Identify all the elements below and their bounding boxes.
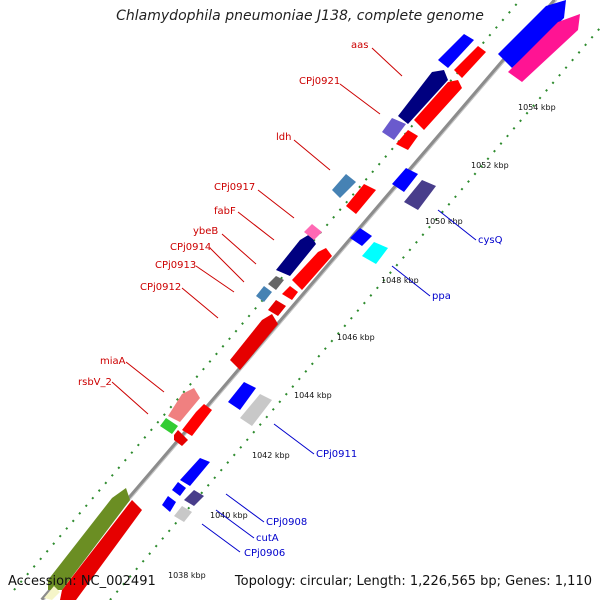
top-strand-genes — [44, 34, 486, 600]
gene-label: ldh — [276, 132, 291, 143]
gene-shape — [180, 458, 210, 486]
gene-shape — [508, 14, 580, 82]
gene-shape — [268, 300, 286, 316]
gene-label: cutA — [256, 533, 279, 544]
gene-shape — [396, 130, 418, 150]
gene-label: CPj0914 — [170, 242, 211, 253]
bottom-strand-genes — [162, 0, 580, 522]
gene-shape — [332, 174, 356, 198]
gene-shape — [276, 234, 316, 276]
gene-shape — [174, 430, 188, 446]
tick-label: 1044 kbp — [294, 391, 332, 400]
gene-shape — [162, 496, 176, 512]
gene-shape — [304, 224, 322, 240]
gene-label: rsbV_2 — [78, 377, 112, 388]
gene-shape — [256, 286, 272, 302]
gene-shape — [182, 404, 212, 436]
top-gene-labels: aas CPj0921 ldh CPj0917 fabF ybeB CPj091… — [78, 40, 368, 388]
gene-shape — [48, 488, 130, 590]
tick-labels: 1038 kbp 1040 kbp 1042 kbp 1044 kbp 1046… — [168, 103, 556, 580]
map-title: Chlamydophila pneumoniae J138, complete … — [116, 8, 484, 24]
tick-label: 1048 kbp — [381, 276, 419, 285]
gene-shape — [172, 482, 186, 496]
gene-shape — [438, 34, 474, 68]
bottom-gene-labels: cysQ ppa CPj0911 CPj0908 cutA CPj0906 — [244, 235, 503, 559]
gene-label: CPj0906 — [244, 548, 285, 559]
gene-shape — [454, 46, 486, 78]
tick-label: 1054 kbp — [518, 103, 556, 112]
tick-label: 1050 kbp — [425, 217, 463, 226]
gene-shape — [392, 168, 418, 192]
gene-shape — [60, 500, 142, 600]
gene-label: ybeB — [193, 226, 218, 237]
gene-label: aas — [351, 40, 368, 51]
gene-label: CPj0917 — [214, 182, 255, 193]
gene-shape — [230, 314, 278, 370]
bottom-leader-lines — [201, 209, 477, 553]
gene-shape — [398, 70, 448, 124]
gene-shape — [382, 118, 406, 140]
gene-shape — [228, 382, 256, 410]
gene-label: CPj0911 — [316, 449, 357, 460]
gene-shape — [44, 586, 60, 600]
gene-shape — [174, 506, 192, 522]
gene-label: fabF — [214, 206, 236, 217]
gene-shape — [350, 228, 372, 246]
gene-shape — [292, 248, 332, 290]
top-leader-lines — [111, 47, 403, 415]
gene-label: ppa — [432, 291, 451, 302]
tick-label: 1040 kbp — [210, 511, 248, 520]
tick-label: 1046 kbp — [337, 333, 375, 342]
gene-shape — [282, 286, 298, 300]
gene-shape — [160, 418, 178, 434]
tick-label: 1052 kbp — [471, 161, 509, 170]
gene-shape — [404, 180, 436, 210]
tick-label: 1038 kbp — [168, 571, 206, 580]
gene-label: miaA — [100, 356, 126, 367]
gene-shape — [346, 184, 376, 214]
gene-label: CPj0913 — [155, 260, 196, 271]
gene-shape — [268, 276, 284, 290]
gene-shape — [240, 394, 272, 426]
gene-label: CPj0912 — [140, 282, 181, 293]
gene-shape — [168, 388, 200, 422]
gene-label: CPj0908 — [266, 517, 307, 528]
accession-text: Accession: NC_002491 — [8, 574, 156, 589]
genome-stats-text: Topology: circular; Length: 1,226,565 bp… — [234, 574, 592, 589]
gene-shape — [184, 490, 204, 506]
gene-shape — [362, 242, 388, 264]
gene-label: cysQ — [478, 235, 503, 246]
gene-shape — [414, 80, 462, 130]
tick-label: 1042 kbp — [252, 451, 290, 460]
gene-label: CPj0921 — [299, 76, 340, 87]
gene-shape — [498, 0, 566, 68]
